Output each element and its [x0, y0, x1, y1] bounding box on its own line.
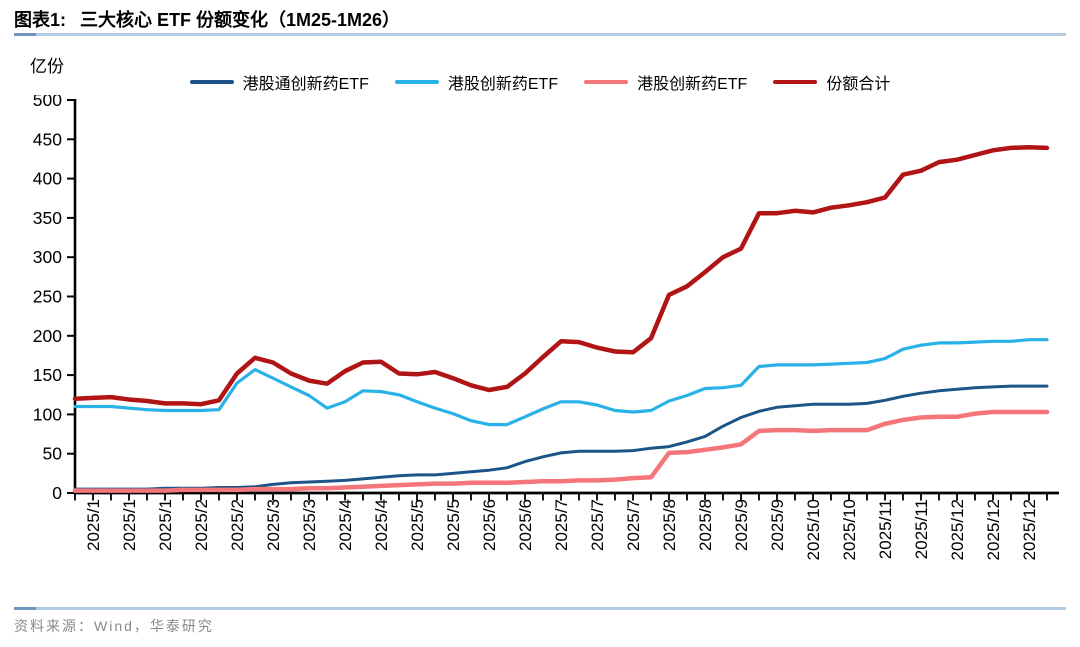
x-tick-label: 2025/2 [228, 499, 247, 551]
y-tick-label: 350 [33, 208, 62, 228]
title-divider [14, 33, 1066, 36]
y-axis: 0 50 100 150 200 250 300 350 400 450 500 [33, 95, 77, 503]
x-tick-label: 2025/10 [804, 499, 823, 560]
x-axis: 2025/1 2025/1 2025/1 2025/2 2025/2 2025/3 2025… [73, 491, 1059, 560]
legend-label: 份额合计 [826, 76, 891, 93]
x-tick-label: 2025/11 [876, 499, 895, 559]
x-tick-label: 2025/7 [624, 499, 643, 551]
x-tick-label: 2025/4 [372, 499, 391, 551]
y-tick-label: 0 [52, 483, 62, 503]
data-source-note: 资料来源：Wind，华泰研究 [14, 618, 214, 634]
y-tick-label: 500 [33, 95, 62, 110]
x-tick-label: 2025/12 [948, 499, 967, 560]
y-axis-unit-label: 亿份 [30, 57, 64, 76]
title-divider-accent [14, 33, 36, 36]
footer-divider-accent [14, 607, 36, 610]
y-tick-label: 200 [33, 326, 62, 346]
x-tick-label: 2025/9 [768, 499, 787, 551]
legend-line-swatch-pink [584, 80, 629, 84]
y-tick-label: 250 [33, 287, 62, 307]
y-tick-label: 450 [33, 129, 62, 149]
footer-divider [14, 607, 1066, 610]
y-tick-label: 400 [33, 169, 62, 189]
x-tick-label: 2025/8 [660, 499, 679, 551]
legend-line-swatch-darkred [773, 80, 818, 84]
legend-label: 港股创新药ETF [637, 76, 748, 93]
y-tick-label: 300 [33, 247, 62, 267]
legend-line-swatch-lightblue [394, 80, 439, 84]
legend-label: 港股创新药ETF [447, 76, 559, 93]
figure-caption: 三大核心 ETF 份额变化（1M25-1M26） [80, 10, 401, 30]
legend-item-1: 港股创新药ETF [394, 70, 559, 94]
x-tick-label: 2025/9 [732, 499, 751, 551]
series-line-0 [73, 384, 1049, 491]
x-tick-label: 2025/6 [516, 499, 535, 551]
legend-item-3: 份额合计 [773, 70, 890, 94]
x-tick-label: 2025/5 [408, 499, 427, 551]
x-tick-label: 2025/3 [300, 499, 319, 551]
legend-item-2: 港股创新药ETF [584, 70, 747, 94]
figure-number: 图表1: [14, 10, 67, 30]
x-tick-label: 2025/1 [84, 499, 103, 551]
x-tick-label: 2025/11 [912, 499, 931, 559]
series-line-3 [72, 144, 1050, 407]
legend-label: 港股通创新药ETF [242, 76, 369, 93]
series-line-2 [72, 409, 1050, 493]
legend-line-swatch-navy [189, 80, 234, 84]
x-tick-label: 2025/12 [1020, 499, 1039, 560]
x-tick-label: 2025/8 [696, 499, 715, 551]
x-tick-label: 2025/5 [444, 499, 463, 551]
series-line-1 [73, 338, 1049, 427]
x-tick-label: 2025/10 [840, 499, 859, 560]
y-tick-label: 100 [33, 404, 62, 424]
x-tick-label: 2025/2 [192, 499, 211, 551]
x-tick-label: 2025/1 [120, 499, 139, 551]
y-tick-label: 50 [43, 444, 63, 464]
x-tick-label: 2025/4 [336, 499, 355, 551]
x-tick-label: 2025/1 [156, 499, 175, 551]
legend-item-0: 港股通创新药ETF [189, 70, 369, 94]
chart-legend: 港股通创新药ETF 港股创新药ETF 港股创新药ETF 份额合计 [0, 70, 1080, 94]
y-tick-label: 150 [33, 365, 62, 385]
x-tick-label: 2025/7 [588, 499, 607, 551]
x-tick-label: 2025/3 [264, 499, 283, 551]
x-tick-label: 2025/6 [480, 499, 499, 551]
x-tick-label: 2025/7 [552, 499, 571, 551]
x-tick-label: 2025/12 [984, 499, 1003, 560]
figure-title: 图表1: 三大核心 ETF 份额变化（1M25-1M26） [14, 6, 400, 32]
